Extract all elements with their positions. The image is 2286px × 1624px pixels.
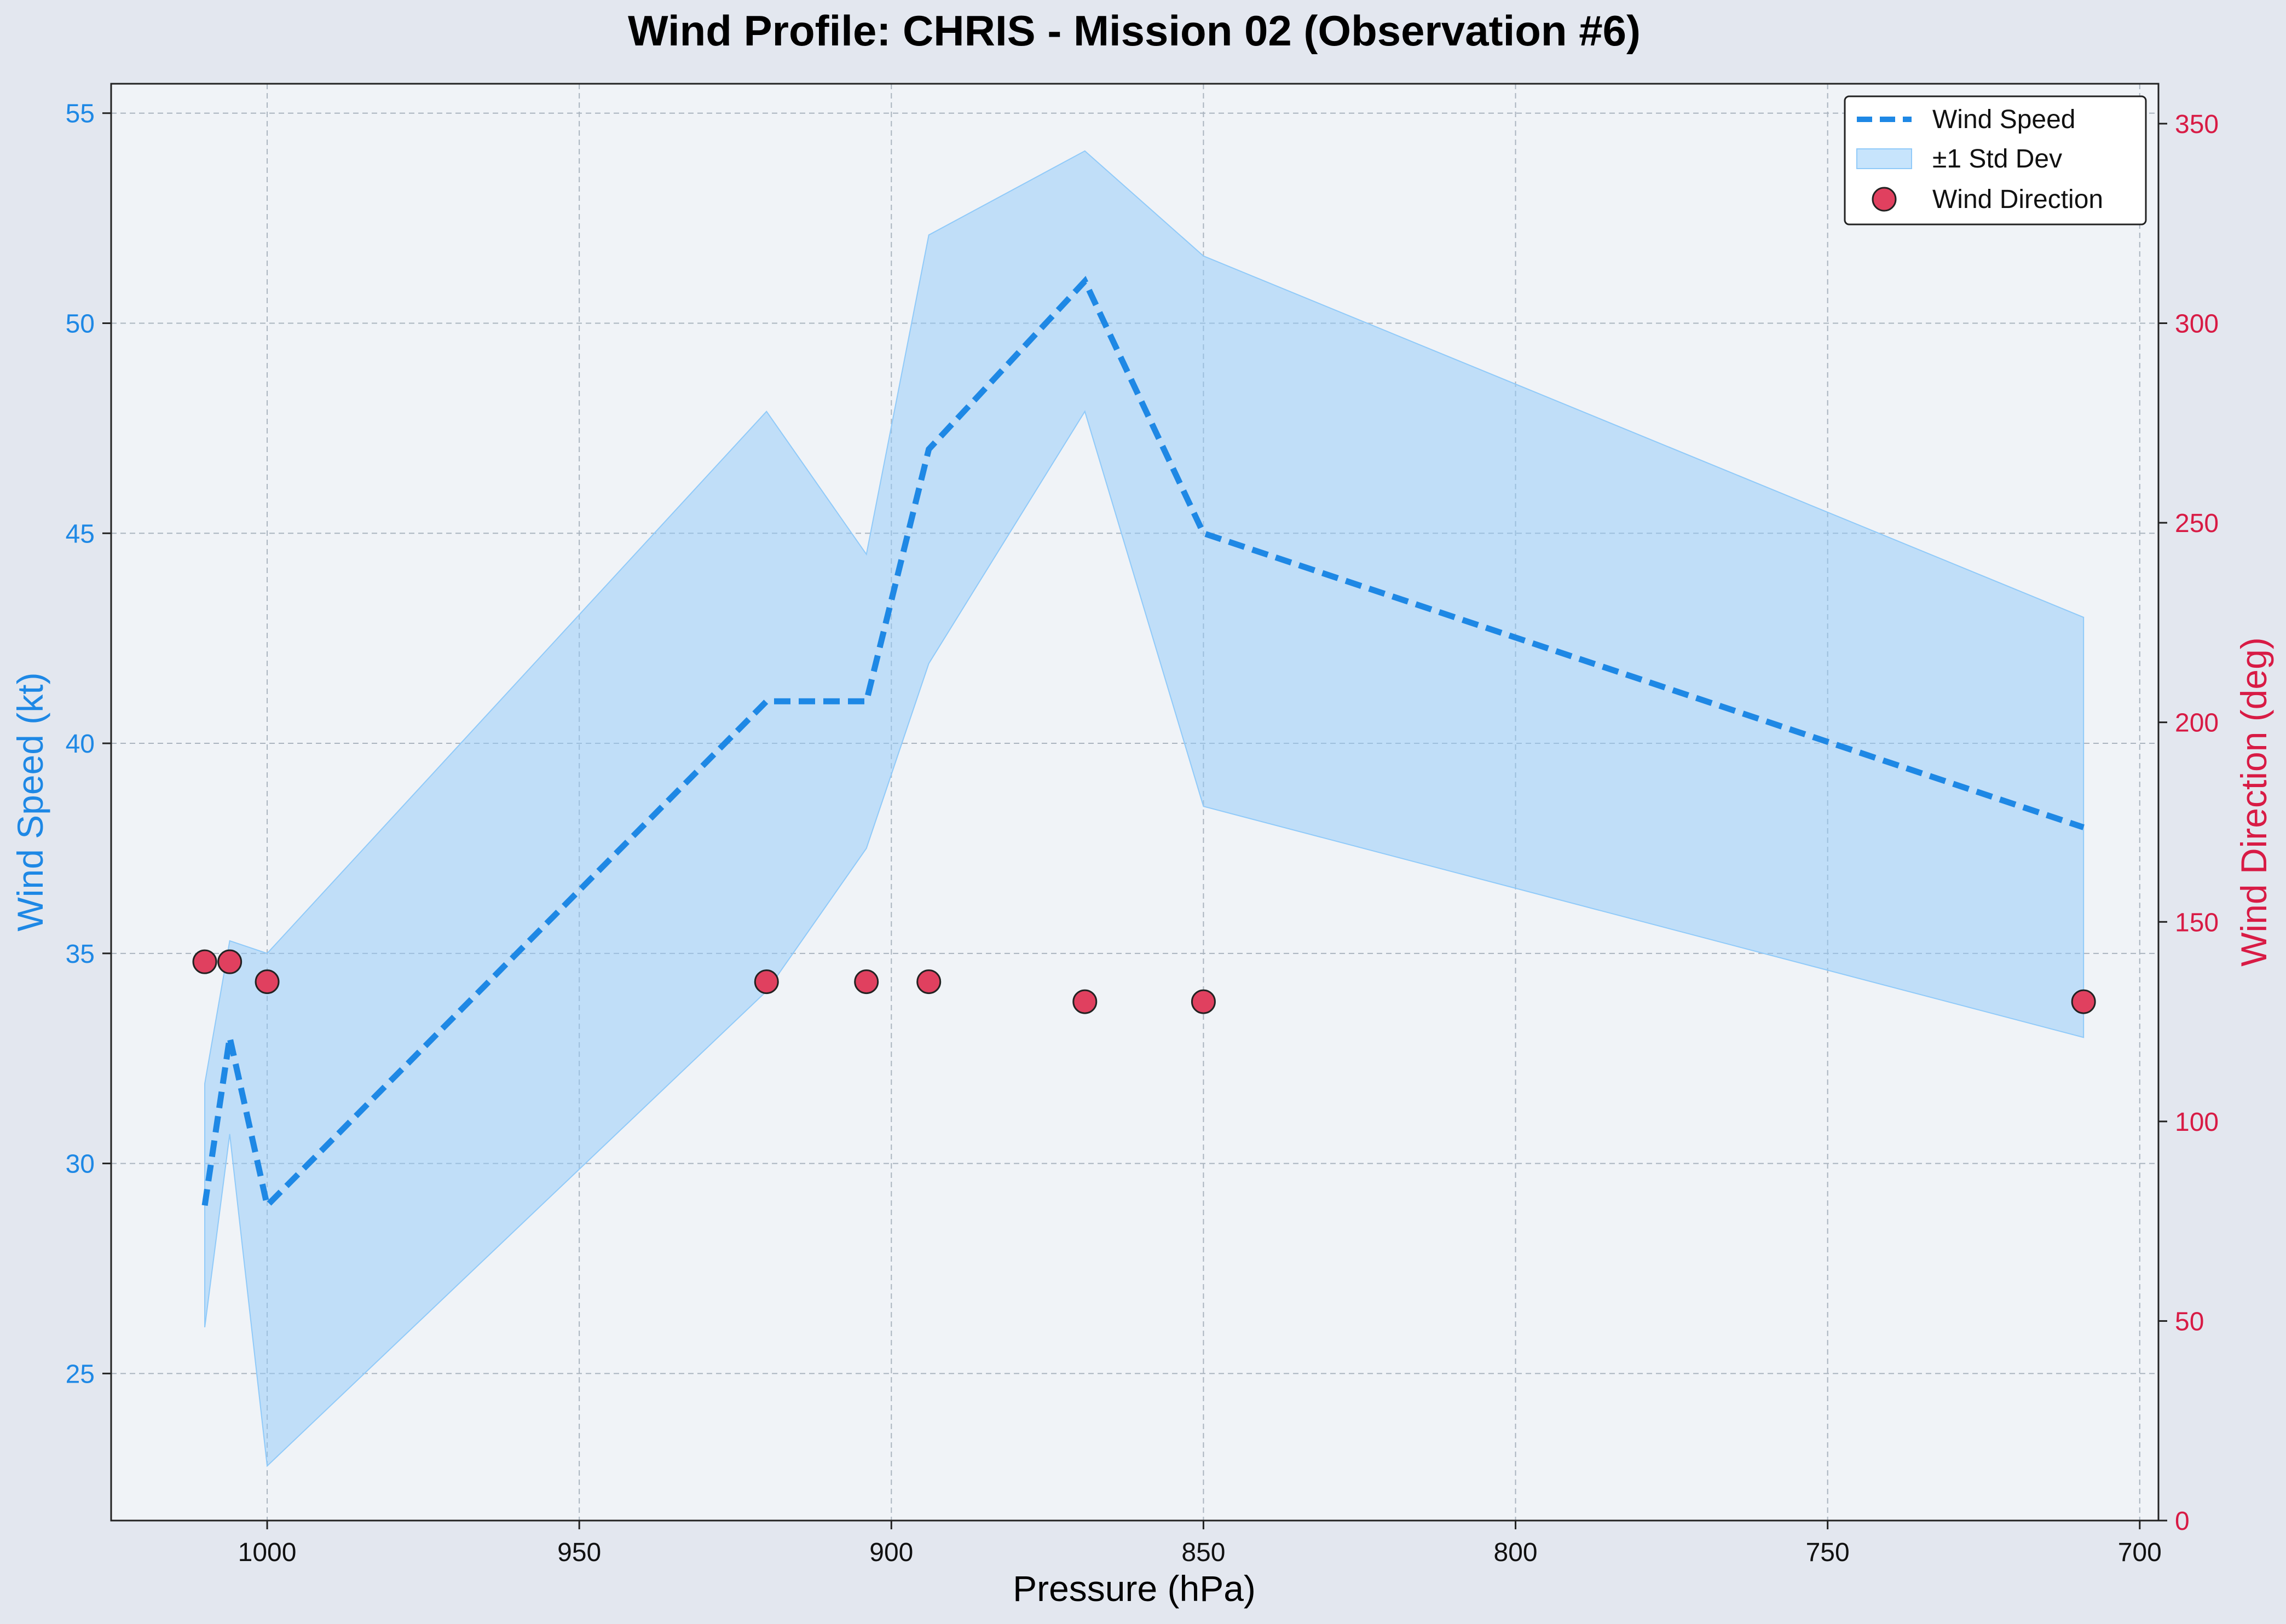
wind-speed-line bbox=[201, 276, 2085, 1212]
y2-tick-label: 300 bbox=[2175, 310, 2219, 339]
x-tick-label: 850 bbox=[1181, 1538, 1225, 1567]
y-tick-label: 30 bbox=[66, 1150, 95, 1179]
y-tick-label: 55 bbox=[66, 100, 95, 129]
wind-direction-point bbox=[1072, 989, 1098, 1014]
chart-title: Wind Profile: CHRIS - Mission 02 (Observ… bbox=[628, 7, 1641, 55]
x-tick-label: 1000 bbox=[238, 1538, 297, 1567]
wind-speed-series bbox=[201, 276, 2085, 1212]
legend: Wind Speed ±1 Std Dev Wind Direction bbox=[1844, 95, 2147, 226]
std-dev-band bbox=[204, 150, 2085, 1467]
plot-frame bbox=[110, 83, 2160, 1522]
wind-direction-series bbox=[192, 949, 2096, 1014]
y2-tick-label: 250 bbox=[2175, 509, 2219, 538]
wind-direction-point bbox=[916, 969, 942, 995]
wind-direction-point bbox=[192, 949, 217, 974]
y2-axis-label: Wind Direction (deg) bbox=[2233, 637, 2274, 967]
wind-direction-point bbox=[1191, 989, 1216, 1014]
x-tick-label: 950 bbox=[557, 1538, 601, 1567]
x-tick-label: 700 bbox=[2118, 1538, 2162, 1567]
wind-direction-point bbox=[217, 949, 243, 974]
x-tick-label: 750 bbox=[1806, 1538, 1850, 1567]
y2-tick-label: 350 bbox=[2175, 110, 2219, 139]
y-axis-label: Wind Speed (kt) bbox=[10, 672, 50, 931]
y2-tick-label: 50 bbox=[2175, 1307, 2204, 1336]
y-tick-label: 40 bbox=[66, 730, 95, 759]
legend-label-wind-speed: Wind Speed bbox=[1932, 105, 2076, 134]
y-axis-ticks: 25 30 35 40 45 50 55 bbox=[66, 100, 111, 1389]
legend-swatch-wind-direction bbox=[1872, 187, 1897, 212]
legend-box bbox=[1844, 95, 2147, 226]
y-tick-label: 25 bbox=[66, 1360, 95, 1389]
wind-direction-point bbox=[255, 969, 280, 995]
legend-label-std-dev: ±1 Std Dev bbox=[1932, 145, 2062, 174]
x-tick-label: 800 bbox=[1494, 1538, 1538, 1567]
y2-tick-label: 0 bbox=[2175, 1507, 2190, 1536]
y2-axis-ticks: 0 50 100 150 200 250 300 350 bbox=[2158, 110, 2219, 1536]
x-axis-ticks: 1000 950 900 850 800 750 700 bbox=[238, 1521, 2162, 1567]
y2-tick-label: 100 bbox=[2175, 1108, 2219, 1137]
y-tick-label: 45 bbox=[66, 519, 95, 548]
wind-direction-point bbox=[2071, 989, 2096, 1014]
legend-label-wind-direction: Wind Direction bbox=[1932, 185, 2103, 214]
wind-direction-point bbox=[854, 969, 879, 995]
y-tick-label: 50 bbox=[66, 310, 95, 339]
x-tick-label: 900 bbox=[869, 1538, 913, 1567]
wind-direction-point bbox=[754, 969, 779, 995]
legend-swatch-std-dev bbox=[1856, 148, 1912, 169]
x-axis-label: Pressure (hPa) bbox=[1013, 1568, 1256, 1609]
std-dev-band-area bbox=[204, 150, 2085, 1467]
y2-tick-label: 200 bbox=[2175, 709, 2219, 738]
y-tick-label: 35 bbox=[66, 940, 95, 969]
y2-tick-label: 150 bbox=[2175, 908, 2219, 937]
